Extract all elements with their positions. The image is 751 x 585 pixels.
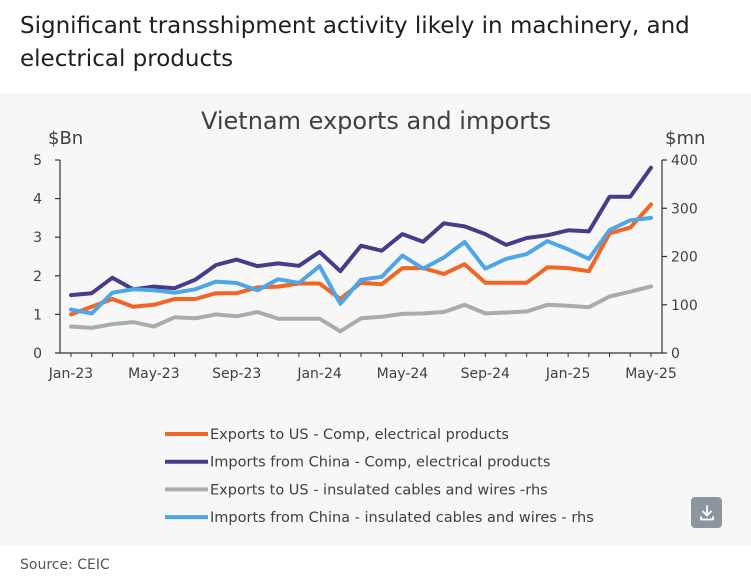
- chart-title: Vietnam exports and imports: [201, 107, 551, 135]
- source-note: Source: CEIC: [20, 557, 110, 573]
- chart-series: [69, 165, 653, 334]
- series-line-3: [69, 284, 653, 334]
- series-line-4: [69, 215, 653, 316]
- x-axis-tick-label: Jan-25: [545, 366, 590, 382]
- left-axis-tick-label: 0: [33, 346, 42, 362]
- chart-axes: 0 1 2 3 4 5 0 100 200 300 400 Jan-23 May-23 Sep-23 Jan…: [33, 153, 698, 382]
- left-axis-tick-label: 3: [33, 230, 42, 246]
- right-axis-tick-label: 300: [671, 201, 698, 217]
- line-chart: Vietnam exports and imports $Bn $mn 0 1 2 3…: [33, 107, 705, 526]
- page-headline: Significant transshipment activity likel…: [20, 13, 690, 72]
- left-axis-tick-label: 4: [33, 192, 42, 208]
- left-axis-tick-label: 5: [33, 153, 42, 169]
- legend-label: Exports to US - Comp, electrical product…: [210, 427, 509, 443]
- legend-label: Exports to US - insulated cables and wir…: [210, 482, 548, 498]
- right-axis-unit-label: $mn: [665, 128, 705, 149]
- x-axis-tick-label: May-24: [377, 366, 429, 382]
- legend-label: Imports from China - insulated cables an…: [210, 510, 594, 526]
- right-axis-tick-label: 0: [671, 346, 680, 362]
- x-axis-tick-label: May-23: [128, 366, 180, 382]
- chart-legend: Exports to US - Comp, electrical product…: [165, 427, 594, 526]
- left-axis-tick-label: 1: [33, 307, 42, 323]
- x-axis-tick-label: Sep-23: [212, 366, 261, 382]
- right-axis-tick-label: 200: [671, 250, 698, 266]
- left-axis-tick-label: 2: [33, 269, 42, 285]
- download-button[interactable]: [691, 497, 722, 528]
- series-line-1: [69, 202, 653, 317]
- left-axis-unit-label: $Bn: [48, 128, 83, 149]
- download-icon: [699, 504, 714, 520]
- right-axis-tick-label: 400: [671, 153, 698, 169]
- series-line-2: [69, 165, 653, 298]
- legend-label: Imports from China - Comp, electrical pr…: [210, 455, 550, 471]
- right-axis-tick-label: 100: [671, 298, 698, 314]
- x-axis-tick-label: Jan-24: [296, 366, 342, 382]
- x-axis-tick-label: Sep-24: [461, 366, 510, 382]
- x-axis-tick-label: May-25: [625, 366, 677, 382]
- x-axis-tick-label: Jan-23: [48, 366, 93, 382]
